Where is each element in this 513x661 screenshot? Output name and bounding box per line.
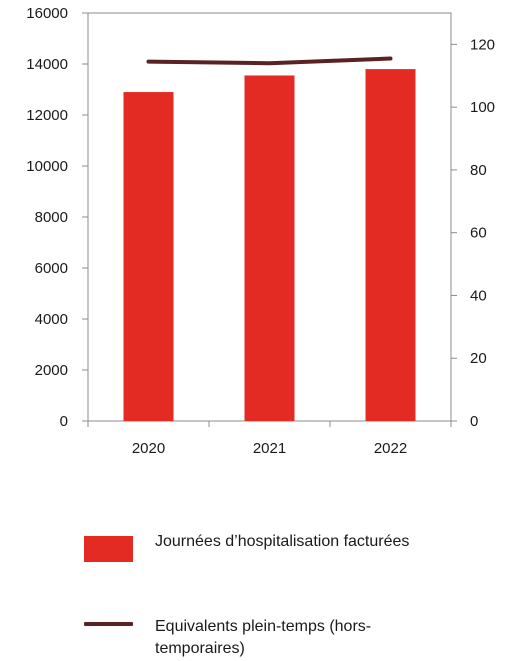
- bar-series: [123, 69, 416, 422]
- line-series: [146, 56, 393, 66]
- right-tick-label: 120: [470, 36, 495, 53]
- left-tick-label: 0: [60, 413, 68, 430]
- left-y-axis: 0 2000 4000 6000 8000 10000 12000 14000 16000: [26, 5, 88, 430]
- combo-chart: 0 2000 4000 6000 8000 10000 12000 14000 16000 0 2…: [26, 5, 495, 457]
- legend-label-bar: Journées d’hospitalisation facturées: [155, 533, 410, 550]
- right-tick-label: 20: [470, 350, 487, 367]
- left-tick-label: 10000: [26, 158, 68, 175]
- bar-2022: [365, 69, 416, 421]
- right-y-axis: 0 20 40 60 80 100 120: [451, 36, 495, 430]
- line-series-path: [146, 56, 393, 66]
- left-tick-label: 12000: [26, 107, 68, 124]
- left-tick-label: 2000: [35, 362, 68, 379]
- legend-item-bar: Journées d’hospitalisation facturées: [84, 531, 435, 562]
- legend-label-line: Equivalents plein-temps (hors-temporaire…: [155, 618, 372, 657]
- x-tick-label: 2022: [374, 440, 407, 457]
- right-tick-label: 40: [470, 287, 487, 304]
- right-tick-label: 80: [470, 162, 487, 179]
- legend-swatch-bar: [84, 536, 133, 562]
- right-tick-label: 60: [470, 225, 487, 242]
- right-tick-label: 0: [470, 413, 478, 430]
- left-tick-label: 14000: [26, 56, 68, 73]
- bar-2020: [123, 92, 174, 422]
- left-tick-label: 4000: [35, 311, 68, 328]
- left-tick-label: 16000: [26, 5, 68, 22]
- right-tick-label: 100: [470, 99, 495, 116]
- left-tick-label: 8000: [35, 209, 68, 226]
- bar-2021: [244, 75, 295, 421]
- x-axis: 2020 2021 2022: [87, 421, 452, 457]
- legend-item-line: Equivalents plein-temps (hors-temporaire…: [84, 616, 435, 660]
- left-tick-label: 6000: [35, 260, 68, 277]
- legend-swatch-line: [84, 622, 133, 626]
- x-tick-label: 2020: [132, 440, 165, 457]
- x-tick-label: 2021: [253, 440, 286, 457]
